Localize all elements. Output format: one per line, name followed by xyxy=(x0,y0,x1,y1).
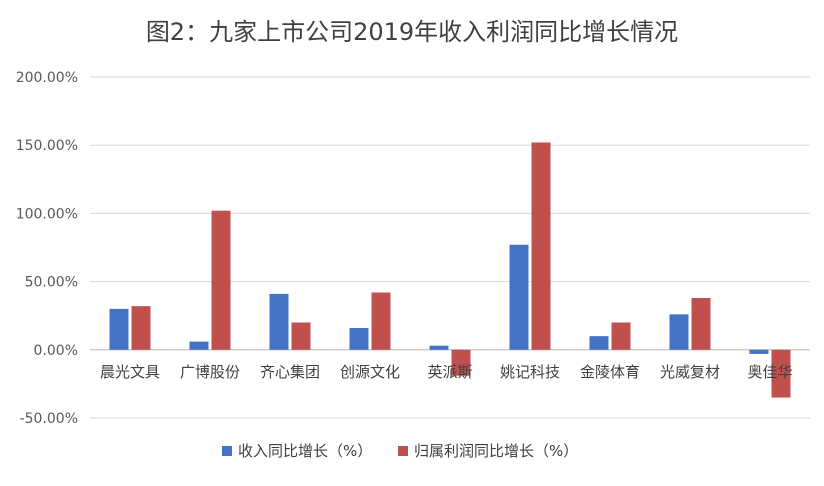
bar-revenue xyxy=(189,341,209,350)
bar-revenue xyxy=(509,244,529,350)
y-tick-label: 100.00% xyxy=(16,206,78,222)
bar-profit xyxy=(371,292,391,350)
bar-revenue xyxy=(749,349,769,354)
x-category-label: 齐心集团 xyxy=(260,363,320,381)
bar-revenue xyxy=(589,336,609,350)
bar-profit xyxy=(691,297,711,350)
x-category-label: 创源文化 xyxy=(340,363,400,381)
bar-revenue xyxy=(269,293,289,350)
y-tick-label: -50.00% xyxy=(20,411,78,427)
bar-revenue xyxy=(109,308,129,350)
y-tick-label: 50.00% xyxy=(25,275,78,291)
bar-profit xyxy=(771,349,791,398)
y-tick-label: 200.00% xyxy=(16,70,78,86)
bar-profit xyxy=(211,210,231,350)
bar-profit xyxy=(531,142,551,350)
legend-label: 归属利润同比增长（%） xyxy=(414,442,578,460)
bar-revenue xyxy=(429,345,449,350)
x-category-label: 英派斯 xyxy=(427,363,472,381)
legend-label: 收入同比增长（%） xyxy=(238,442,372,460)
x-category-label: 金陵体育 xyxy=(580,363,640,381)
x-category-label: 奥佳华 xyxy=(747,363,792,381)
y-tick-label: 0.00% xyxy=(34,343,78,359)
bar-profit xyxy=(611,322,631,350)
bar-profit xyxy=(451,349,471,376)
x-category-label: 广博股份 xyxy=(180,363,240,381)
y-tick-label: 150.00% xyxy=(16,138,78,154)
legend-swatch xyxy=(222,446,232,456)
x-category-label: 姚记科技 xyxy=(500,363,560,381)
x-category-label: 晨光文具 xyxy=(100,363,160,381)
bar-revenue xyxy=(349,327,369,350)
legend-swatch xyxy=(398,446,408,456)
bar-revenue xyxy=(669,314,689,350)
x-category-label: 光威复材 xyxy=(660,363,720,381)
chart-title: 图2：九家上市公司2019年收入利润同比增长情况 xyxy=(145,18,679,46)
bar-profit xyxy=(291,322,311,350)
bar-profit xyxy=(131,306,151,350)
